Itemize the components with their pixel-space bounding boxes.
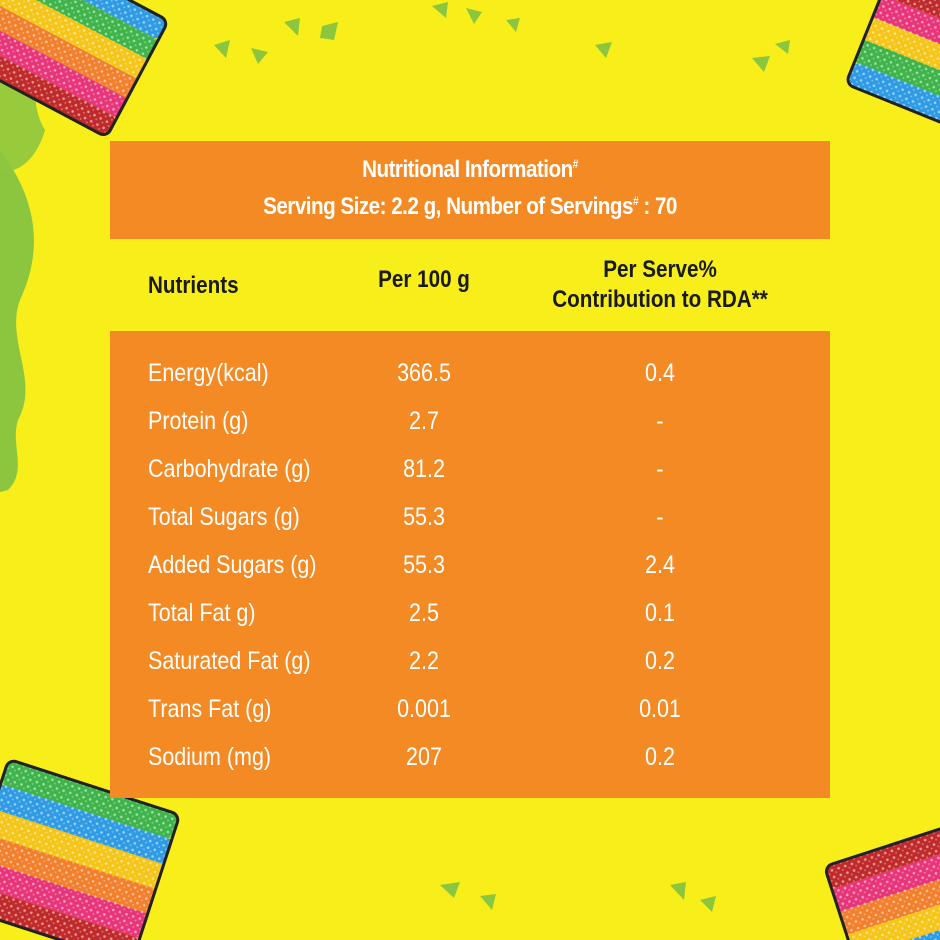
nutrient-name: Total Sugars (g) (148, 503, 300, 531)
nutrient-name: Saturated Fat (g) (148, 647, 311, 675)
rainbow-candy-icon (0, 759, 180, 940)
nutrition-table: Nutritional Information# Serving Size: 2… (110, 141, 830, 798)
rda-value: 0.2 (645, 743, 675, 771)
nutrient-name: Energy(kcal) (148, 359, 269, 387)
table-row: Carbohydrate (g) 81.2 - (110, 445, 830, 493)
per100-value: 55.3 (403, 503, 445, 531)
per100-value: 0.001 (397, 695, 451, 723)
rda-value: - (656, 503, 664, 531)
table-row: Total Sugars (g) 55.3 - (110, 493, 830, 541)
rainbow-candy-icon (0, 0, 168, 136)
hash-mark: # (632, 194, 639, 208)
leaf-confetti-icon (8, 2, 790, 912)
per100-value: 366.5 (397, 359, 451, 387)
table-row: Trans Fat (g) 0.001 0.01 (110, 685, 830, 733)
per100-value: 2.5 (409, 599, 439, 627)
nutrient-name: Sodium (mg) (148, 743, 272, 771)
nutrition-header: Nutritional Information# Serving Size: 2… (110, 141, 830, 239)
table-row: Sodium (mg) 207 0.2 (110, 733, 830, 781)
table-body: Energy(kcal) 366.5 0.4 Protein (g) 2.7 -… (110, 331, 830, 798)
per100-value: 81.2 (403, 455, 445, 483)
rda-value: 0.01 (639, 695, 681, 723)
hash-mark: # (572, 157, 579, 171)
per100-value: 55.3 (403, 551, 445, 579)
nutrient-name: Added Sugars (g) (148, 551, 317, 579)
rainbow-candy-icon (824, 823, 940, 940)
rda-value: 0.4 (645, 359, 675, 387)
per100-value: 2.2 (409, 647, 439, 675)
nutrient-name: Total Fat g) (148, 599, 256, 627)
table-row: Protein (g) 2.7 - (110, 397, 830, 445)
serving-info: Serving Size: 2.2 g, Number of Servings#… (263, 193, 677, 220)
rda-value: - (656, 407, 664, 435)
green-splash-left (0, 150, 34, 492)
rda-value: 0.1 (645, 599, 675, 627)
rda-value: 0.2 (645, 647, 675, 675)
nutrient-name: Protein (g) (148, 407, 249, 435)
table-row: Total Fat g) 2.5 0.1 (110, 589, 830, 637)
table-row: Energy(kcal) 366.5 0.4 (110, 349, 830, 397)
per100-value: 2.7 (409, 407, 439, 435)
header-title: Nutritional Information# (362, 156, 579, 183)
rainbow-candy-icon (846, 0, 940, 132)
nutrient-name: Carbohydrate (g) (148, 455, 311, 483)
column-header-nutrients: Nutrients (148, 272, 239, 299)
column-headers: Nutrients Per 100 g Per Serve% Contribut… (110, 239, 830, 331)
rda-value: 2.4 (645, 551, 675, 579)
rda-value: - (656, 455, 664, 483)
table-row: Saturated Fat (g) 2.2 0.2 (110, 637, 830, 685)
per100-value: 207 (406, 743, 442, 771)
nutrient-name: Trans Fat (g) (148, 695, 272, 723)
column-header-rda: Per Serve% Contribution to RDA** (552, 256, 768, 313)
table-row: Added Sugars (g) 55.3 2.4 (110, 541, 830, 589)
column-header-per100: Per 100 g (378, 266, 470, 293)
